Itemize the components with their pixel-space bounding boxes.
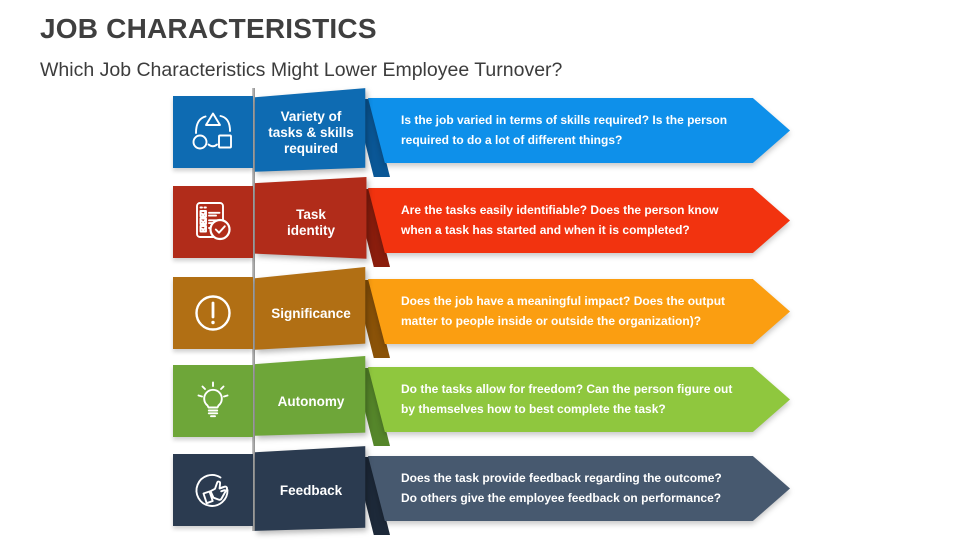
description-banner: Are the tasks easily identifiable? Does … [368, 188, 790, 253]
thumbs-up-icon [195, 474, 229, 507]
row-significance: Does the job have a meaningful impact? D… [173, 266, 803, 362]
icon-tile [173, 454, 253, 526]
exclamation-icon [195, 295, 231, 331]
flag-pole [252, 88, 255, 531]
row-label: Feedback [279, 482, 343, 498]
row-description: Does the job have a meaningful impact? D… [401, 294, 726, 328]
row-description: Are the tasks easily identifiable? Does … [401, 203, 719, 237]
row-feedback: Does the task provide feedback regarding… [173, 443, 803, 539]
row-label: Autonomy [277, 393, 345, 409]
row-label: Task identity [286, 206, 335, 238]
shapes-cycle-icon [192, 112, 232, 150]
row-label: Variety of tasks & skills required [268, 108, 354, 157]
label-flag: Task identity [252, 175, 370, 271]
description-banner: Does the job have a meaningful impact? D… [368, 279, 790, 344]
row-task-identity: Are the tasks easily identifiable? Does … [173, 175, 803, 271]
label-flag: Autonomy [252, 354, 370, 450]
icon-tile [173, 277, 253, 349]
icon-tile [173, 96, 253, 168]
description-banner: Is the job varied in terms of skills req… [368, 98, 790, 163]
description-banner: Does the task provide feedback regarding… [368, 456, 790, 521]
lightbulb-icon [197, 381, 229, 418]
row-description: Does the task provide feedback regarding… [401, 471, 722, 505]
row-variety: Is the job varied in terms of skills req… [173, 85, 803, 181]
icon-tile [173, 365, 253, 437]
checklist-icon [196, 202, 231, 241]
page-title: JOB CHARACTERISTICS [40, 13, 377, 44]
label-flag: Feedback [252, 443, 370, 539]
row-autonomy: Do the tasks allow for freedom? Can the … [173, 354, 803, 450]
icon-tile [173, 186, 253, 258]
row-label: Significance [271, 305, 351, 321]
description-banner: Do the tasks allow for freedom? Can the … [368, 367, 790, 432]
page-subtitle: Which Job Characteristics Might Lower Em… [40, 59, 563, 81]
row-description: Do the tasks allow for freedom? Can the … [401, 382, 733, 416]
label-flag: Variety of tasks & skills required [252, 85, 370, 181]
label-flag: Significance [252, 266, 370, 362]
row-description: Is the job varied in terms of skills req… [401, 113, 728, 147]
